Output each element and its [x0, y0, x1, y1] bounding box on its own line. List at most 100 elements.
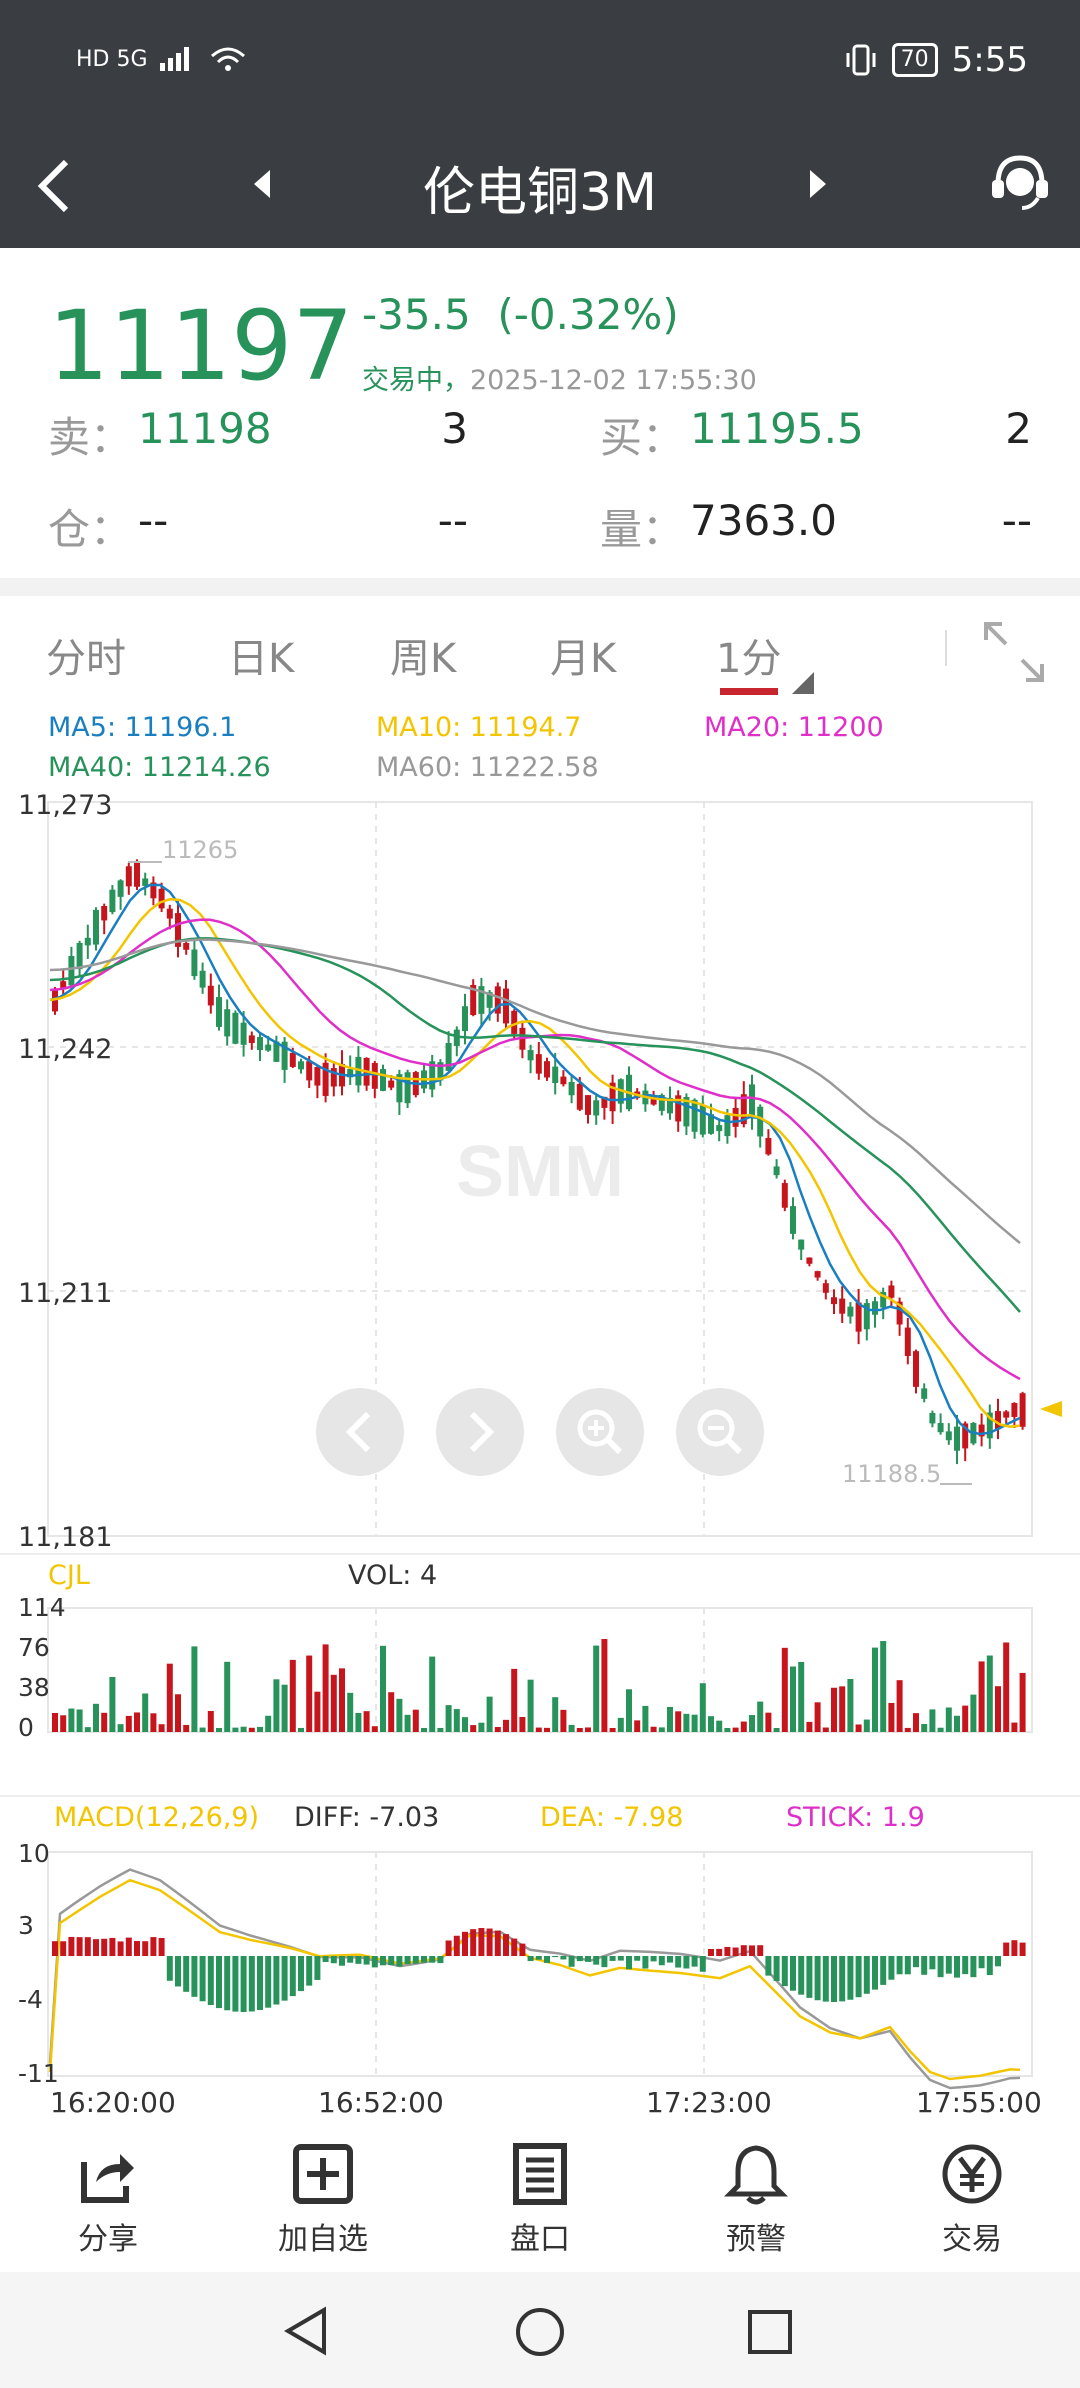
zoom-in-button[interactable] — [556, 1388, 644, 1476]
volume-bar — [486, 1696, 493, 1732]
scroll-right-button[interactable] — [436, 1388, 524, 1476]
macd-bar — [224, 1956, 231, 2011]
alert-button[interactable]: 预警 — [686, 2142, 826, 2258]
volume-bar — [298, 1727, 304, 1732]
yuan-icon — [942, 2144, 1002, 2204]
volume-bar — [609, 1727, 616, 1732]
candle-body — [125, 866, 132, 887]
volume-bar — [699, 1683, 706, 1732]
tab-intraday[interactable]: 分时 — [46, 636, 126, 682]
candle-body — [298, 1061, 304, 1070]
volume-bar — [101, 1712, 108, 1732]
macd-bar — [814, 1956, 821, 2001]
macd-bar — [396, 1956, 403, 1967]
macd-bar — [749, 1945, 755, 1956]
candle-body — [609, 1082, 616, 1112]
macd-bar — [404, 1956, 411, 1965]
candle-body — [798, 1239, 805, 1250]
candle-body — [535, 1054, 542, 1074]
candle-body — [117, 880, 124, 897]
change-percent: (-0.32%) — [497, 290, 679, 339]
fullscreen-icon[interactable] — [982, 620, 1046, 684]
alert-label: 预警 — [726, 2222, 786, 2257]
candle-body — [593, 1100, 600, 1116]
volume-bar — [511, 1668, 518, 1732]
macd-axis-lower: -4 — [18, 1985, 43, 2014]
macd-bar — [790, 1956, 796, 1991]
candle-body — [896, 1301, 903, 1325]
volume-bar — [175, 1694, 181, 1732]
volume-bar — [954, 1715, 960, 1732]
volume-bar — [822, 1727, 829, 1732]
volume-bar — [790, 1666, 796, 1732]
volume-bar — [93, 1703, 99, 1732]
price-axis-min: 11,181 — [18, 1522, 112, 1553]
ma5-text: MA5: 11196.1 — [48, 712, 237, 743]
candle-body — [76, 942, 83, 970]
candle-body — [675, 1095, 682, 1122]
nav-back-icon[interactable] — [282, 2306, 332, 2356]
price-change: -35.5 (-0.32%) — [362, 290, 679, 339]
period-tabs: 分时 日K 周K 月K 1分 — [0, 596, 1080, 696]
candle-body — [503, 988, 509, 1024]
nav-home-icon[interactable] — [514, 2306, 566, 2358]
candle-body — [806, 1257, 813, 1264]
volume-bar — [675, 1711, 682, 1732]
candle-body — [937, 1423, 944, 1433]
macd-bar — [913, 1956, 919, 1968]
candle-body — [904, 1327, 911, 1357]
kline-chart[interactable]: SMM 11,273 11,242 11,211 11,181 11265 11… — [0, 780, 1080, 2120]
volume-bar — [248, 1727, 255, 1732]
tab-monthly-k[interactable]: 月K — [550, 636, 617, 682]
macd-bar — [593, 1956, 600, 1965]
back-icon[interactable] — [26, 146, 86, 226]
macd-bar — [872, 1956, 878, 1990]
next-contract-icon[interactable] — [806, 166, 830, 202]
macd-bar — [896, 1956, 903, 1975]
candle-body — [708, 1114, 714, 1134]
quote-panel: 11197 -35.5 (-0.32%) 交易中，2025-12-02 17:5… — [0, 248, 1080, 578]
macd-bar — [650, 1956, 657, 1962]
prev-contract-icon[interactable] — [250, 166, 274, 202]
add-watchlist-button[interactable]: 加自选 — [253, 2142, 393, 2258]
macd-bar — [437, 1956, 444, 1964]
candle-body — [257, 1037, 263, 1050]
tab-daily-k[interactable]: 日K — [228, 636, 295, 682]
ma10-text: MA10: 11194.7 — [376, 712, 582, 743]
customer-service-icon[interactable] — [988, 150, 1052, 214]
candle-body — [273, 1041, 280, 1062]
macd-bar — [355, 1956, 362, 1964]
macd-bar — [921, 1956, 928, 1975]
candle-body — [831, 1297, 837, 1305]
macd-bar — [216, 1956, 222, 2009]
period-dropdown-icon[interactable] — [792, 672, 814, 694]
scroll-left-button[interactable] — [316, 1388, 404, 1476]
volume-label: 量： — [600, 505, 685, 554]
nav-recents-icon[interactable] — [746, 2308, 794, 2356]
tab-weekly-k[interactable]: 周K — [390, 636, 457, 682]
candle-body — [109, 889, 116, 913]
macd-bar — [363, 1956, 370, 1965]
candle-body — [404, 1072, 411, 1104]
order-book-button[interactable]: 盘口 — [470, 2142, 610, 2258]
macd-title: MACD(12,26,9) — [54, 1802, 259, 1833]
candle-body — [470, 984, 477, 1016]
macd-bar — [986, 1956, 993, 1976]
sell-label: 卖： — [48, 413, 133, 462]
candle-body — [978, 1424, 985, 1437]
macd-bar — [527, 1956, 534, 1962]
macd-bar — [552, 1956, 559, 1958]
zoom-out-button[interactable] — [676, 1388, 764, 1476]
candle-body — [650, 1095, 657, 1105]
share-button[interactable]: 分享 — [38, 2142, 178, 2258]
macd-bar — [60, 1941, 67, 1956]
tab-1min[interactable]: 1分 — [716, 636, 782, 682]
macd-bar — [470, 1929, 477, 1956]
wifi-icon — [210, 47, 245, 71]
price-axis-upper: 11,242 — [18, 1034, 112, 1065]
candle-body — [347, 1069, 354, 1078]
trade-button[interactable]: 交易 — [902, 2142, 1042, 2258]
volume-bar — [347, 1692, 354, 1732]
macd-bar — [773, 1956, 780, 1982]
volume-bar — [109, 1676, 116, 1732]
